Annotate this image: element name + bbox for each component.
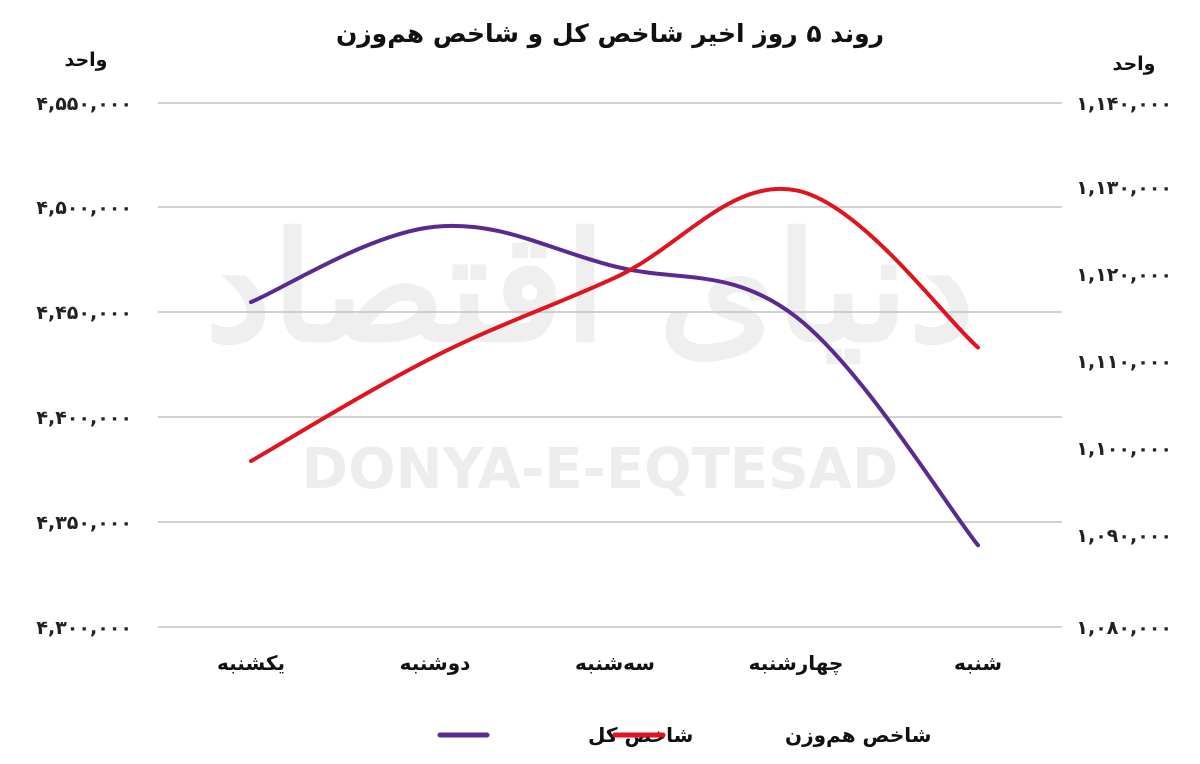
right-tick-label: ۱,۱۳۰,۰۰۰ xyxy=(1076,177,1172,199)
right-tick-label: ۱,۱۱۰,۰۰۰ xyxy=(1076,351,1172,373)
right-tick-label: ۱,۱۰۰,۰۰۰ xyxy=(1076,438,1172,460)
left-tick-label: ۴,۳۰۰,۰۰۰ xyxy=(36,617,132,639)
left-tick-label: ۴,۴۵۰,۰۰۰ xyxy=(36,302,132,324)
left-tick-label: ۴,۵۵۰,۰۰۰ xyxy=(36,93,132,115)
right-tick-label: ۱,۱۲۰,۰۰۰ xyxy=(1076,264,1172,286)
legend-label-equal: شاخص هم‌وزن xyxy=(785,723,931,747)
series-line-equal-weight-index xyxy=(249,186,980,464)
category-label: شنبه xyxy=(954,651,1002,675)
left-tick-label: ۴,۴۰۰,۰۰۰ xyxy=(36,407,132,429)
category-label: چهارشنبه xyxy=(749,651,844,676)
series-layer xyxy=(249,186,980,548)
gridlines xyxy=(158,102,1062,628)
left-tick-label: ۴,۳۵۰,۰۰۰ xyxy=(36,512,132,534)
watermark-latin: DONYA-E-EQTESAD xyxy=(302,437,899,502)
right-axis-ticks: ۱,۱۴۰,۰۰۰ ۱,۱۳۰,۰۰۰ ۱,۱۲۰,۰۰۰ ۱,۱۱۰,۰۰۰ … xyxy=(1076,93,1172,639)
category-label: سه‌شنبه xyxy=(575,651,655,675)
x-axis-categories: یکشنبه دوشنبه سه‌شنبه چهارشنبه شنبه xyxy=(217,651,1002,676)
left-axis-ticks: ۴,۵۵۰,۰۰۰ ۴,۵۰۰,۰۰۰ ۴,۴۵۰,۰۰۰ ۴,۴۰۰,۰۰۰ … xyxy=(36,93,132,639)
left-tick-label: ۴,۵۰۰,۰۰۰ xyxy=(36,197,132,219)
right-axis-unit: واحد xyxy=(1113,53,1156,75)
category-label: یکشنبه xyxy=(217,651,285,675)
chart-title: روند ۵ روز اخیر شاخص کل و شاخص هم‌وزن xyxy=(336,19,884,49)
watermark: دنیای اقتصاد DONYA-E-EQTESAD xyxy=(205,200,975,502)
category-label: دوشنبه xyxy=(400,651,471,675)
legend: شاخص کل شاخص هم‌وزن xyxy=(437,723,931,747)
right-tick-label: ۱,۱۴۰,۰۰۰ xyxy=(1076,93,1172,115)
left-axis-unit: واحد xyxy=(65,49,108,71)
right-tick-label: ۱,۰۹۰,۰۰۰ xyxy=(1076,525,1172,547)
right-tick-label: ۱,۰۸۰,۰۰۰ xyxy=(1076,617,1172,639)
